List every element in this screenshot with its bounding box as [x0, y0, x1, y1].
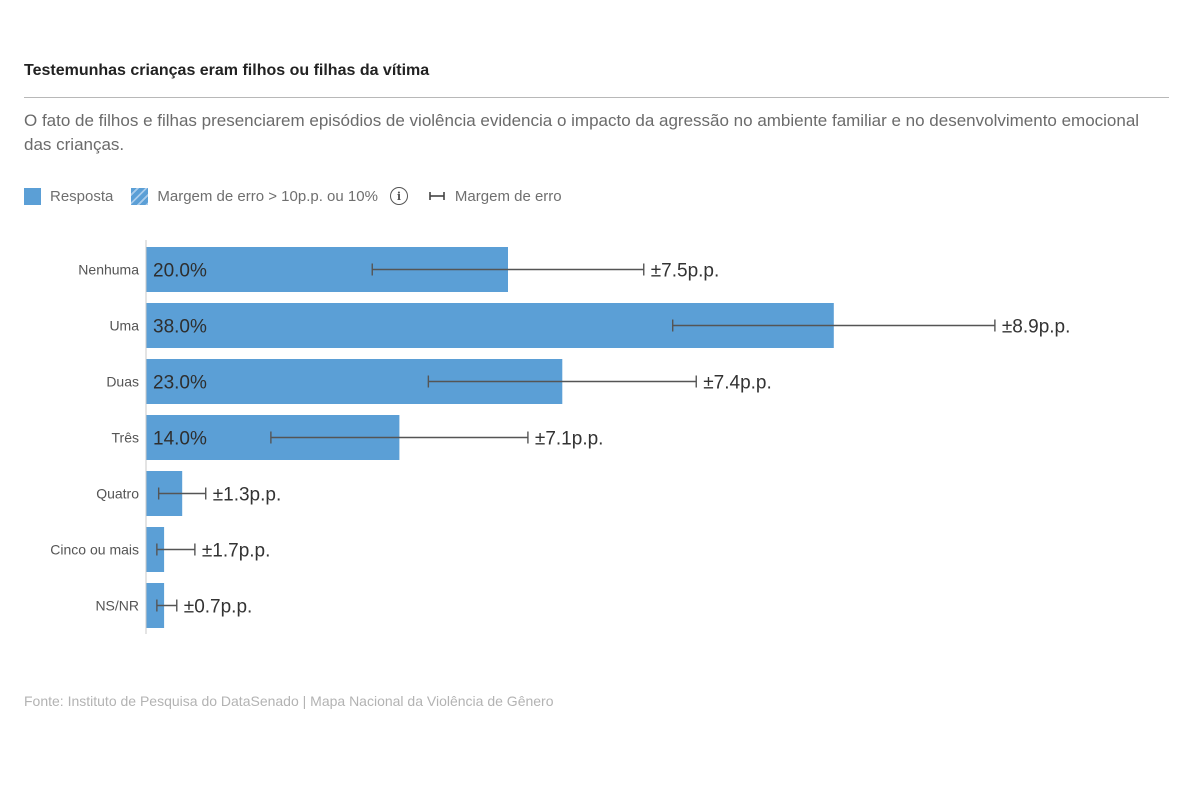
- category-label: Uma: [109, 318, 139, 334]
- errorbar-legend-icon: [429, 192, 445, 200]
- category-label: NS/NR: [95, 598, 139, 614]
- value-label: 38.0%: [153, 317, 207, 338]
- error-label: ±1.3p.p.: [213, 485, 282, 506]
- bar: [146, 527, 165, 572]
- legend-label-resposta: Resposta: [50, 187, 114, 205]
- error-label: ±7.1p.p.: [535, 429, 604, 450]
- error-label: ±7.5p.p.: [651, 261, 720, 282]
- legend: Resposta Margem de erro > 10p.p. ou 10% …: [24, 184, 580, 208]
- legend-swatch-hatched: [131, 187, 149, 205]
- category-label: Três: [112, 430, 139, 446]
- category-label: Nenhuma: [78, 262, 139, 278]
- legend-swatch-solid: [24, 187, 41, 205]
- info-icon[interactable]: i: [389, 187, 408, 205]
- title-divider: [24, 97, 1169, 98]
- error-label: ±0.7p.p.: [184, 597, 253, 618]
- value-label: 20.0%: [153, 261, 207, 282]
- error-label: ±8.9p.p.: [1002, 317, 1071, 338]
- legend-item-margem-alta: Margem de erro > 10p.p. ou 10%: [131, 187, 378, 205]
- category-label: Duas: [106, 374, 139, 390]
- legend-label-margem-alta: Margem de erro > 10p.p. ou 10%: [157, 187, 378, 205]
- chart-title: Testemunhas crianças eram filhos ou filh…: [24, 62, 430, 79]
- bar: [146, 583, 165, 628]
- chart-subtitle: O fato de filhos e filhas presenciarem e…: [24, 111, 1140, 154]
- error-label: ±7.4p.p.: [703, 373, 772, 394]
- value-label: 23.0%: [153, 373, 207, 394]
- value-label: 14.0%: [153, 429, 207, 450]
- legend-label-margem: Margem de erro: [454, 187, 562, 205]
- error-label: ±1.7p.p.: [202, 541, 271, 562]
- category-label: Quatro: [96, 486, 139, 502]
- legend-item-resposta: Resposta: [24, 187, 114, 205]
- legend-item-margem: Margem de erro: [428, 188, 562, 205]
- source-note: Fonte: Instituto de Pesquisa do DataSena…: [24, 693, 554, 709]
- category-label: Cinco ou mais: [50, 542, 139, 558]
